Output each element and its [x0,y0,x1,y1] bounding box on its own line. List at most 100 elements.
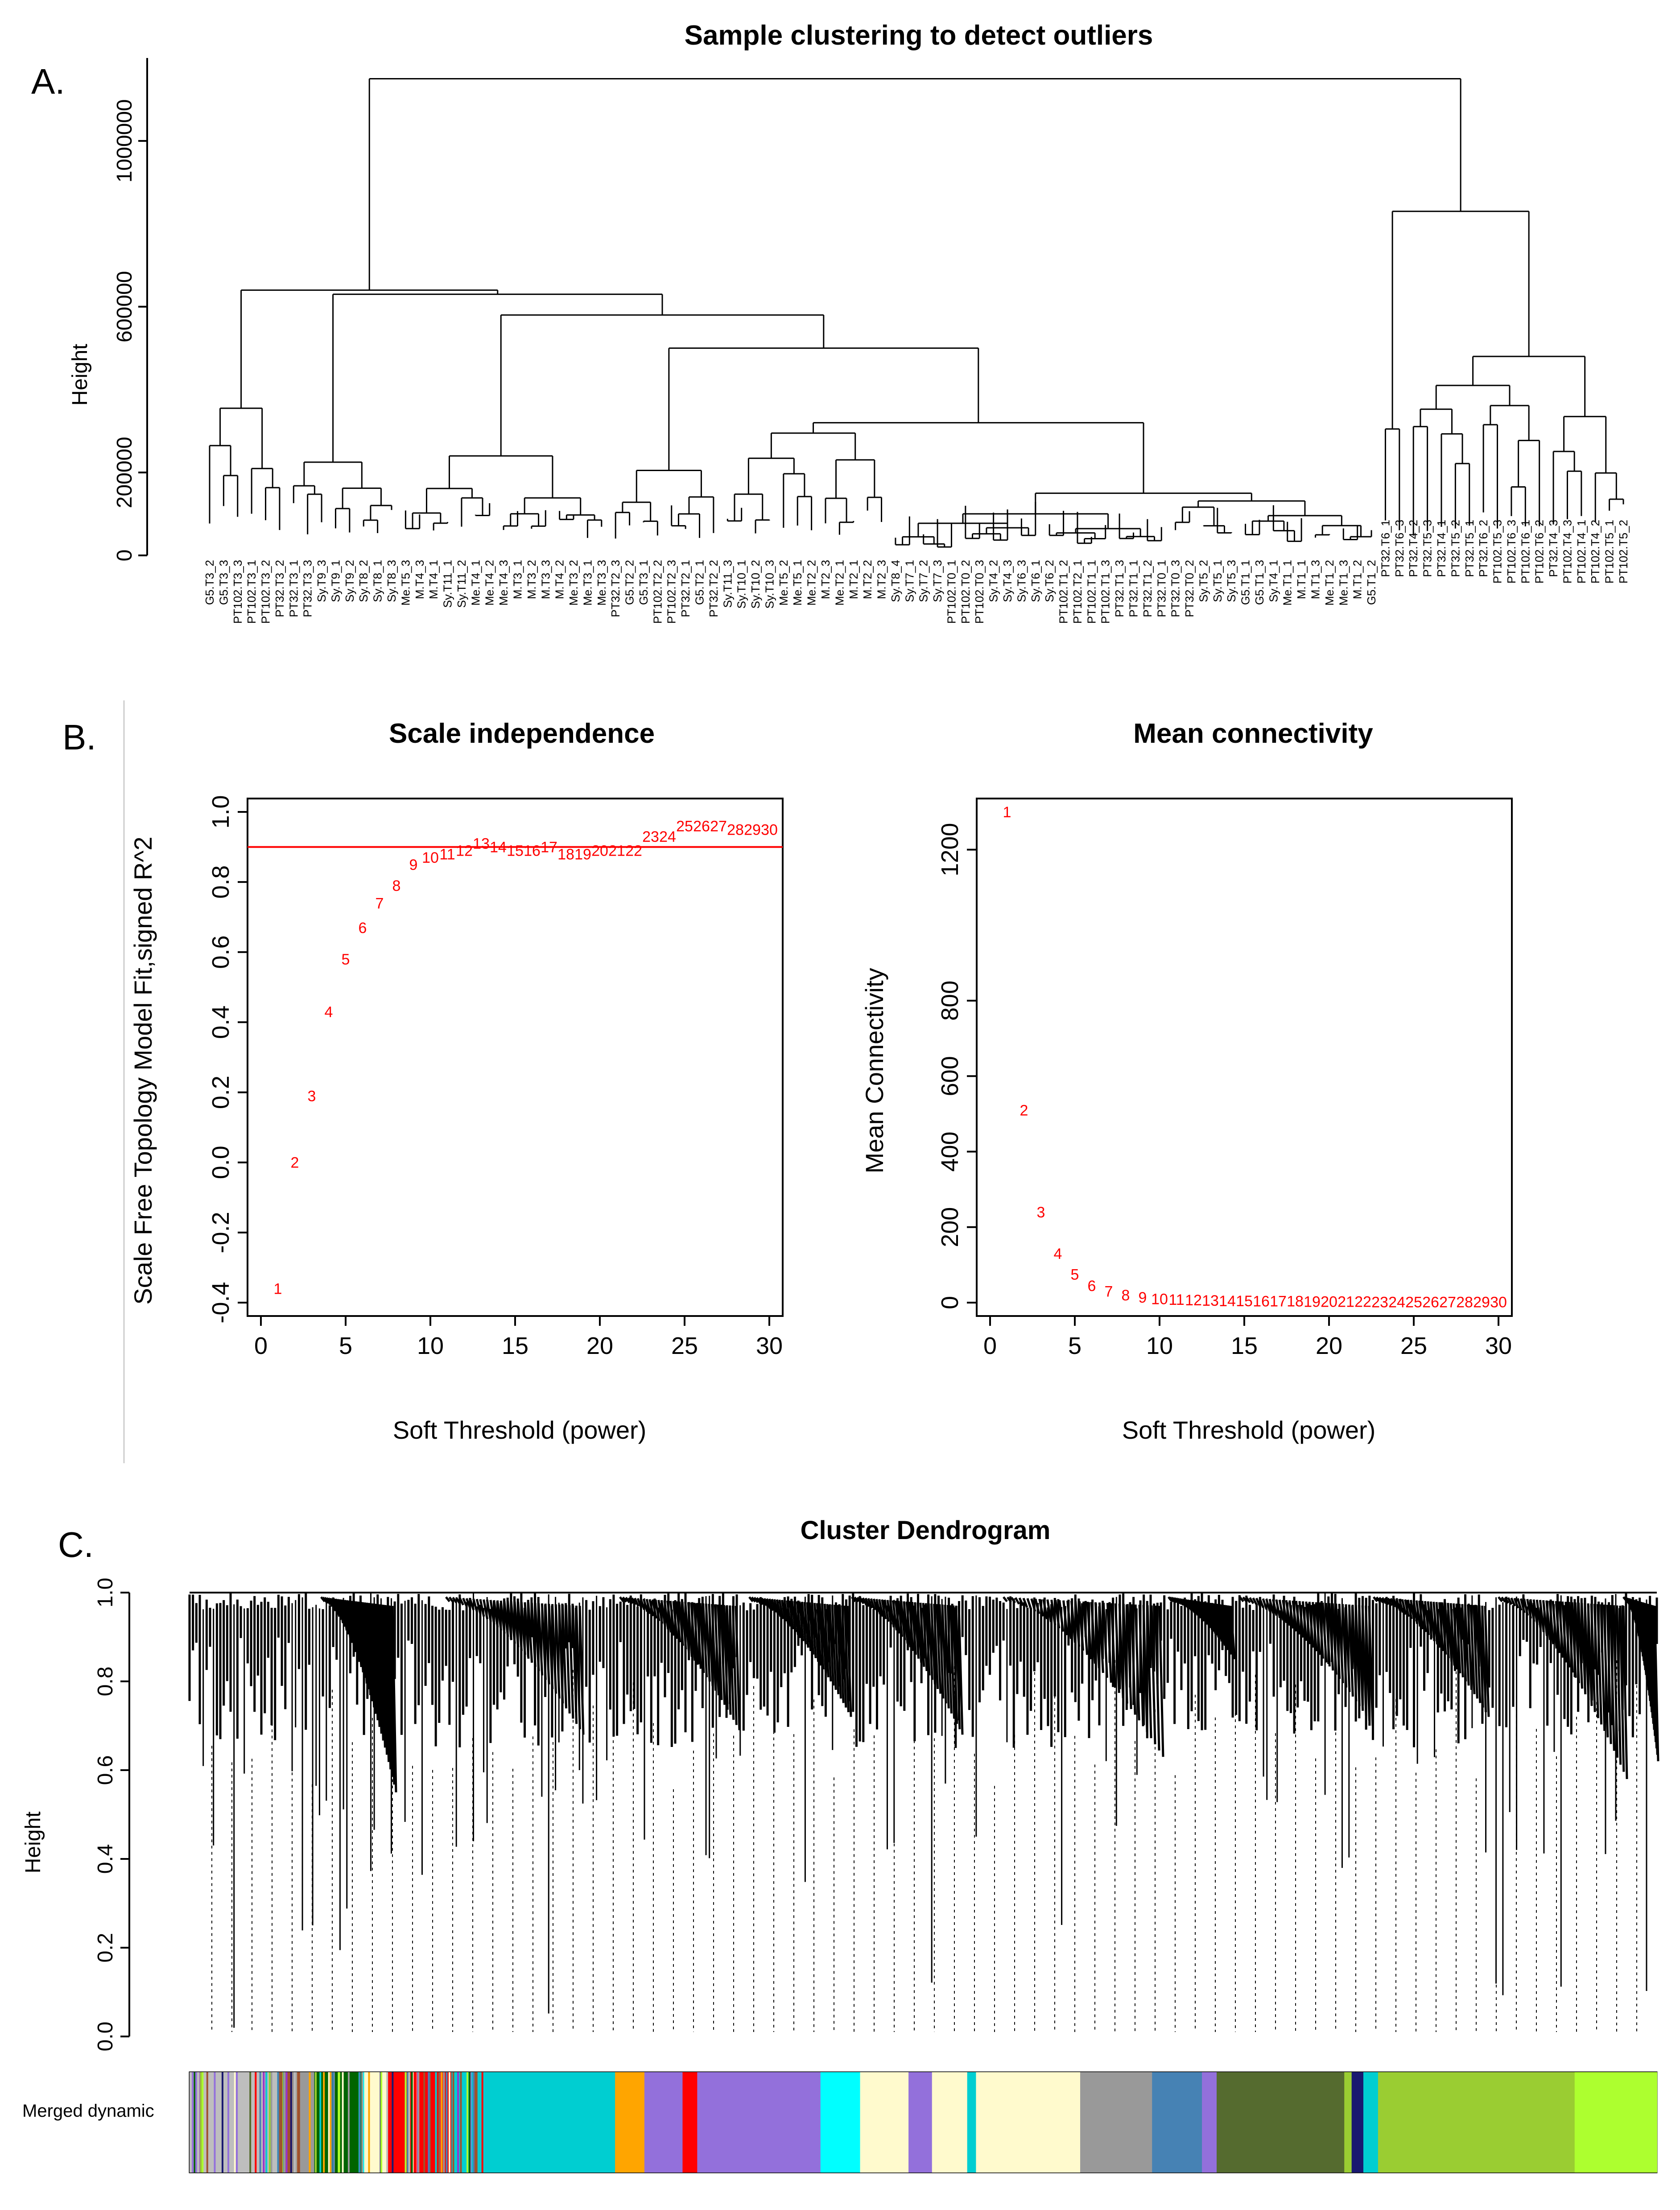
chart-a-leaf-label: G5.T2_1 [693,560,706,605]
chart-c-branch [859,1597,865,1605]
chart-c-branch [1597,1604,1603,1725]
chart-c-branch [1114,1603,1120,1693]
chart-c-y-tick-label: 0.8 [94,1667,117,1697]
chart-c-branch [1464,1604,1470,1686]
chart-c-branch [1242,1596,1248,1603]
chart-c-branch [506,1601,512,1640]
chart-c-module-color-segment [967,2072,977,2173]
chart-c-branch [919,1602,925,1667]
chart-c-branch [389,1606,396,1785]
chart-b1-point-label: 20 [591,842,608,859]
chart-c-branch [1368,1606,1374,1726]
chart-c-branch [1452,1603,1458,1670]
chart-a-leaf-label: Sy.T7_2 [917,560,930,602]
chart-b1-point-label: 8 [392,877,401,894]
chart-c-branch [1504,1597,1510,1604]
chart-a-leaf-label: Me.T4_2 [483,560,496,606]
chart-c-branch [1325,1603,1331,1667]
chart-b1-point-label: 4 [325,1004,333,1021]
chart-c-branch [479,1599,485,1617]
chart-a-leaf-label: G5.T3_2 [203,560,216,605]
chart-c-branch [320,1596,326,1602]
chart-c-branch [1409,1600,1416,1622]
chart-c-branch [681,1602,687,1650]
chart-a-leaf-label: Me.T1_1 [1281,560,1294,606]
chart-c-module-color-segment [615,2072,645,2173]
chart-c-branch [905,1601,912,1647]
chart-c-branch [1220,1604,1226,1646]
chart-c-branch [1189,1600,1196,1613]
chart-a-leaf-label: PT102.T6_3 [1505,520,1518,584]
chart-b2-x-tick-label: 15 [1231,1333,1258,1359]
chart-c-branch [1545,1600,1552,1640]
chart-c-branch [1365,1606,1371,1721]
chart-c-branch [358,1602,364,1672]
chart-c-branch [340,1599,346,1627]
chart-c-branch [753,1597,759,1603]
chart-b2-plot-area [976,798,1513,1317]
chart-c-module-color-stripe [332,2072,334,2173]
chart-c-branch [489,1600,495,1625]
chart-c-branch [846,1606,852,1717]
chart-c-branch [388,1605,394,1777]
chart-c-branch [786,1600,792,1627]
chart-c-branch [544,1603,550,1684]
chart-a-leaf-label: Sy.T5_1 [1211,560,1224,602]
chart-b1-point-label: 5 [342,951,350,968]
chart-c-branch [1158,1606,1164,1757]
chart-a-leaf-label: PT32.T2_3 [609,560,622,617]
chart-c-branch [763,1598,769,1608]
chart-c-branch [338,1599,344,1623]
chart-c-branch [654,1599,660,1622]
chart-a-leaf-label: M.T3_2 [525,560,538,599]
chart-a-leaf-label: Sy.T10_1 [735,560,748,608]
chart-a-leaf-label: PT32.T6_2 [1477,520,1490,577]
chart-c-y-axis: 0.0 0.2 0.4 0.6 0.8 1.0 [94,1578,130,2051]
chart-b2-y-tick-label: 800 [937,981,963,1021]
chart-c-branch [622,1596,627,1603]
chart-a-leaf-label: PT102.T3_3 [231,560,244,624]
chart-c-module-color-segment [363,2072,388,2173]
chart-c-branch [1010,1597,1016,1604]
chart-b1-point-label: 16 [524,842,541,859]
chart-b2-point-label: 9 [1139,1289,1147,1306]
chart-c-branch [1467,1604,1473,1690]
chart-b1-title: Scale independence [389,718,655,749]
chart-b1-point-label: 2 [291,1155,299,1171]
chart-a-leaf-label: Sy.T5_3 [1225,560,1238,602]
chart-c-branch [1345,1604,1351,1693]
chart-c-branch [376,1604,383,1734]
chart-c-branch [648,1599,655,1617]
chart-c-branch [355,1601,361,1662]
chart-c-branch [766,1598,772,1610]
chart-c-module-color-segment [1114,2072,1153,2173]
chart-c-branch [1215,1604,1222,1640]
chart-c-branch [343,1600,350,1635]
chart-c-branch [1472,1605,1478,1699]
chart-a-leaf-label: PT32.T4_3 [1547,520,1560,577]
chart-c-branch [678,1601,684,1646]
chart-c-branch [663,1600,669,1630]
chart-c-branch [675,1601,681,1643]
chart-c-branch [1308,1602,1314,1648]
chart-c-branch [1006,1596,1012,1603]
chart-c-branch [1315,1602,1321,1655]
chart-c-branch [892,1600,898,1631]
panel-label-b: B. [62,717,96,757]
chart-c-module-color-stripe [221,2072,223,2173]
chart-c-branch [916,1602,923,1663]
chart-c-branch [1375,1596,1381,1603]
chart-b2-point-label: 22 [1354,1293,1371,1310]
chart-b1-point-label: 24 [659,828,676,845]
chart-c-branch [1571,1602,1577,1678]
chart-b2-point-label: 21 [1337,1293,1354,1310]
chart-a-leaf-label: PT32.T0_1 [1155,560,1168,617]
chart-c-module-color-stripe [405,2072,407,2173]
chart-c-branch [1122,1604,1128,1704]
chart-c-branch [1507,1597,1513,1605]
chart-c-branch [363,1602,370,1689]
chart-b1-x-tick-label: 20 [586,1333,613,1359]
chart-c-branch [1312,1602,1318,1651]
